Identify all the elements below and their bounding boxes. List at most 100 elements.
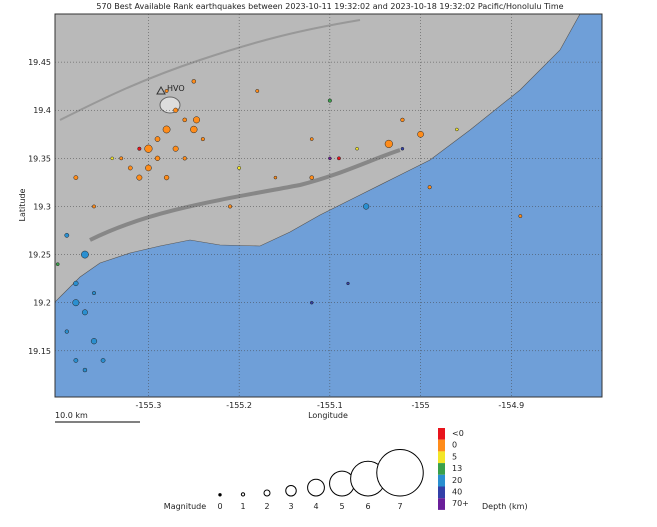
magnitude-legend-label: 6: [365, 502, 370, 511]
magnitude-legend-symbol: [240, 492, 246, 497]
earthquake: [137, 146, 142, 151]
x-tick-label: -155: [411, 401, 429, 410]
earthquake: [81, 309, 88, 316]
y-tick-label: 19.4: [33, 106, 51, 115]
magnitude-legend-symbol: [285, 485, 297, 497]
magnitude-legend-symbol: [376, 449, 424, 497]
title: 570 Best Available Rank earthquakes betw…: [96, 2, 563, 11]
magnitude-legend-label: 0: [217, 502, 222, 511]
earthquake: [127, 165, 133, 171]
earthquake: [327, 98, 332, 103]
x-tick-label: -155.1: [317, 401, 343, 410]
depth-legend-label: 40: [452, 488, 462, 497]
magnitude-legend-label: 7: [397, 502, 402, 511]
depth-color-swatch: [438, 486, 445, 499]
depth-legend-label: <0: [452, 429, 464, 438]
depth-legend-label: 13: [452, 464, 462, 473]
earthquake: [182, 117, 187, 123]
magnitude-legend-label: 2: [264, 502, 269, 511]
depth-color-swatch: [438, 463, 445, 475]
earthquake: [337, 156, 341, 161]
earthquake: [191, 79, 197, 84]
magnitude-legend-label: 5: [339, 502, 344, 511]
y-tick-label: 19.25: [28, 251, 51, 260]
depth-color-swatch: [438, 428, 445, 440]
earthquake: [172, 145, 179, 152]
depth-legend-label: 20: [452, 476, 462, 485]
earthquake: [384, 139, 393, 148]
earthquake: [182, 156, 187, 161]
earthquake: [136, 174, 143, 181]
earthquake: [518, 214, 523, 218]
rift-zone: [89, 148, 401, 242]
basemap: [55, 14, 602, 397]
depth-legend-label: 70+: [452, 499, 469, 508]
earthquake: [164, 89, 169, 93]
earthquake: [55, 262, 60, 267]
earthquake: [100, 358, 106, 363]
earthquake: [427, 185, 432, 190]
earthquake: [92, 204, 96, 209]
earthquake: [417, 130, 424, 138]
earthquake: [309, 300, 314, 305]
x-tick-label: -154.9: [498, 401, 524, 410]
earthquake: [154, 155, 161, 161]
earthquake: [228, 204, 233, 209]
earthquake: [346, 281, 350, 286]
scale-bar-label: 10.0 km: [55, 411, 88, 420]
earthquake: [73, 358, 79, 363]
earthquake: [400, 146, 405, 151]
earthquake: [90, 338, 98, 345]
magnitude-legend-symbol: [307, 478, 325, 497]
magnitude-legend-label: 4: [313, 502, 318, 511]
x-tick-label: -155.2: [226, 401, 252, 410]
magnitude-legend-symbol: [218, 493, 222, 497]
earthquake: [145, 164, 152, 172]
depth-color-swatch: [438, 439, 445, 452]
depth-legend-label: 5: [452, 452, 457, 461]
magnitude-legend-title: Magnitude: [164, 502, 206, 511]
earthquake: [400, 117, 405, 122]
earthquake: [273, 175, 278, 180]
earthquake: [193, 116, 200, 124]
magnitude-legend-symbol: [263, 489, 271, 497]
earthquake: [163, 174, 170, 181]
land: [55, 14, 581, 303]
earthquake: [64, 232, 70, 238]
earthquake: [328, 156, 332, 161]
depth-color-swatch: [438, 474, 445, 487]
earthquake: [237, 166, 242, 170]
depth-color-swatch: [438, 451, 445, 464]
depth-legend-title: Depth (km): [482, 502, 528, 511]
observatory-icon: [156, 85, 166, 95]
x-tick-label: -155.3: [136, 401, 162, 410]
depth-legend-label: 0: [452, 441, 457, 450]
earthquake: [73, 175, 79, 180]
earthquakes: [55, 79, 523, 373]
magnitude-legend-label: 1: [240, 502, 245, 511]
earthquake: [64, 329, 69, 334]
earthquake: [162, 125, 171, 134]
earthquake: [110, 156, 114, 161]
earthquake: [190, 125, 198, 134]
earthquake: [72, 299, 80, 307]
earthquake: [309, 175, 314, 180]
earthquake: [363, 203, 370, 210]
earthquake: [144, 144, 153, 153]
x-axis-label: Longitude: [308, 411, 348, 420]
place-label: HVO: [167, 84, 185, 93]
y-tick-label: 19.35: [28, 154, 51, 163]
earthquake: [255, 89, 260, 93]
y-axis-label: Latitude: [18, 188, 27, 221]
earthquake: [154, 136, 161, 142]
earthquake: [309, 137, 314, 141]
fault: [59, 19, 361, 121]
y-tick-label: 19.2: [33, 299, 51, 308]
earthquake: [81, 250, 89, 259]
earthquake: [73, 280, 79, 287]
magnitude-legend-label: 3: [288, 502, 293, 511]
earthquake: [455, 127, 459, 132]
earthquake: [119, 156, 124, 161]
y-tick-label: 19.45: [28, 58, 51, 67]
